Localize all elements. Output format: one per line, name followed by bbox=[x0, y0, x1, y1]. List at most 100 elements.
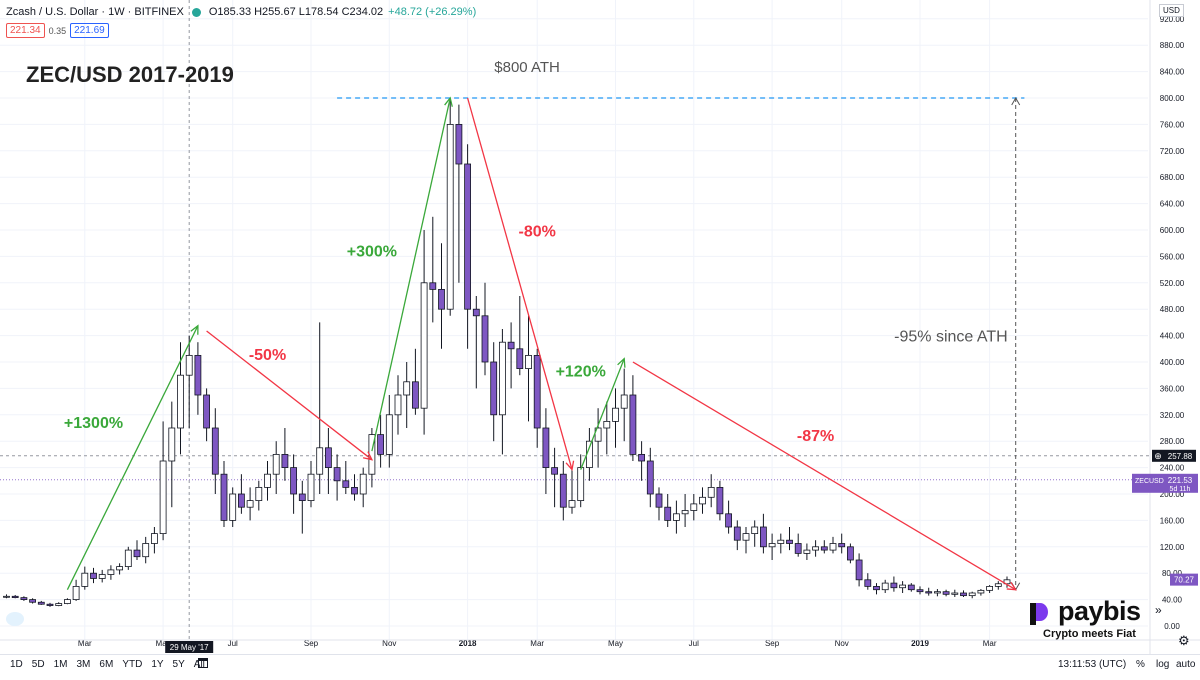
x-tick-label: Jul bbox=[689, 639, 699, 648]
range-ytd[interactable]: YTD bbox=[122, 659, 143, 670]
y-tick-label: 680.00 bbox=[1160, 173, 1185, 182]
paybis-logo: paybis Crypto meets Fiat » bbox=[1030, 596, 1162, 648]
range-5d[interactable]: 5D bbox=[31, 659, 45, 670]
y-tick-label: 760.00 bbox=[1160, 120, 1185, 129]
candle-body bbox=[725, 513, 732, 528]
trend-arrow-line bbox=[206, 330, 373, 461]
chart-title: ZEC/USD 2017-2019 bbox=[26, 62, 234, 87]
paybis-wordmark: paybis bbox=[1058, 596, 1141, 626]
candle-body bbox=[185, 354, 193, 376]
x-tick-label: Nov bbox=[382, 639, 396, 648]
y-tick-label: 40.00 bbox=[1162, 596, 1183, 605]
candle-body bbox=[498, 341, 506, 416]
candle-body bbox=[1003, 579, 1011, 585]
range-1y[interactable]: 1Y bbox=[151, 659, 164, 670]
y-tick-label: 0.00 bbox=[1164, 622, 1180, 631]
candle-body bbox=[429, 282, 437, 290]
range-selector: 1D 5D 1M 3M 6M YTD 1Y 5Y All bbox=[10, 659, 205, 670]
log-toggle[interactable]: log bbox=[1156, 659, 1170, 670]
trend-arrowhead bbox=[565, 460, 575, 472]
candle-body bbox=[324, 447, 332, 468]
x-tick-label: Sep bbox=[304, 639, 319, 648]
scroll-right-icon[interactable]: » bbox=[1155, 603, 1162, 617]
candle-body bbox=[899, 584, 906, 589]
candle-body bbox=[681, 510, 689, 515]
range-1d[interactable]: 1D bbox=[10, 659, 23, 670]
trend-arrowhead bbox=[444, 96, 453, 107]
x-tick-label: Sep bbox=[765, 639, 780, 648]
candle-body bbox=[46, 603, 54, 606]
ath-drop-label: -95% since ATH bbox=[894, 329, 1008, 346]
candle-body bbox=[699, 496, 706, 505]
candle-body bbox=[794, 543, 802, 554]
calendar-icon[interactable] bbox=[198, 658, 208, 668]
candle-body bbox=[629, 394, 637, 455]
crosshair-price-label: 257.88 bbox=[1168, 452, 1193, 461]
range-3m[interactable]: 3M bbox=[76, 659, 91, 670]
candle-body bbox=[673, 513, 680, 521]
auto-toggle[interactable]: auto bbox=[1176, 659, 1196, 670]
ask-price[interactable]: 221.69 bbox=[70, 23, 109, 38]
candle-body bbox=[359, 473, 367, 495]
candle-body bbox=[925, 591, 933, 594]
candle-body bbox=[37, 601, 45, 605]
x-tick-label: Mar bbox=[530, 639, 544, 648]
candle-body bbox=[525, 354, 532, 369]
candle-body bbox=[986, 586, 993, 591]
candle-body bbox=[420, 282, 428, 409]
candle-body bbox=[220, 473, 228, 521]
candle-body bbox=[533, 354, 541, 429]
candle-body bbox=[446, 124, 454, 310]
range-1m[interactable]: 1M bbox=[53, 659, 68, 670]
utc-clock: 13:11:53 (UTC) bbox=[1058, 659, 1127, 670]
range-6m[interactable]: 6M bbox=[99, 659, 114, 670]
candle-body bbox=[655, 493, 663, 508]
trend-arrowhead bbox=[1006, 581, 1017, 591]
symbol-title[interactable]: Zcash / U.S. Dollar · 1W · BITFINEX bbox=[6, 6, 184, 18]
trend-label: -80% bbox=[519, 224, 556, 241]
candle-body bbox=[272, 453, 280, 475]
candle-body bbox=[864, 579, 872, 587]
candle-body bbox=[464, 163, 472, 310]
candle-body bbox=[551, 467, 558, 475]
candle-body bbox=[934, 591, 941, 594]
currency-label[interactable]: USD bbox=[1159, 4, 1184, 17]
candle-body bbox=[455, 124, 463, 165]
candle-body bbox=[820, 546, 828, 551]
candle-body bbox=[55, 603, 63, 606]
candle-body bbox=[20, 597, 28, 600]
candle-body bbox=[81, 572, 89, 587]
candle-body bbox=[481, 315, 489, 363]
candle-body bbox=[159, 460, 167, 534]
candle-body bbox=[124, 549, 132, 567]
bid-price[interactable]: 221.34 bbox=[6, 23, 45, 38]
y-tick-label: 520.00 bbox=[1160, 279, 1185, 288]
candle-body bbox=[847, 546, 854, 561]
gear-icon[interactable]: ⚙ bbox=[1178, 633, 1190, 648]
candle-body bbox=[194, 354, 202, 396]
candle-body bbox=[116, 566, 123, 571]
x-tick-label: Jul bbox=[228, 639, 238, 648]
range-5y[interactable]: 5Y bbox=[172, 659, 185, 670]
x-tick-label: 2019 bbox=[911, 639, 929, 648]
x-tick-label: 2018 bbox=[459, 639, 477, 648]
candle-body bbox=[960, 592, 967, 597]
percent-toggle[interactable]: % bbox=[1136, 659, 1145, 670]
last-price-symbol: ZECUSD bbox=[1135, 478, 1164, 485]
crosshair-date-bg bbox=[165, 641, 214, 653]
last-price-countdown: 5d 11h bbox=[1170, 486, 1191, 493]
scale-price-label: 70.27 bbox=[1174, 576, 1195, 585]
tradingview-logo-icon[interactable] bbox=[6, 612, 24, 626]
candle-body bbox=[64, 599, 71, 604]
scale-price-bg bbox=[1170, 573, 1198, 586]
candle-body bbox=[507, 341, 515, 350]
candle-body bbox=[577, 467, 585, 502]
add-alert-icon: ⊕ bbox=[1154, 451, 1162, 461]
candle-body bbox=[394, 394, 402, 416]
y-tick-label: 360.00 bbox=[1160, 384, 1185, 393]
y-tick-label: 600.00 bbox=[1160, 226, 1185, 235]
range-all[interactable]: All bbox=[193, 659, 205, 670]
candle-body bbox=[281, 453, 289, 468]
